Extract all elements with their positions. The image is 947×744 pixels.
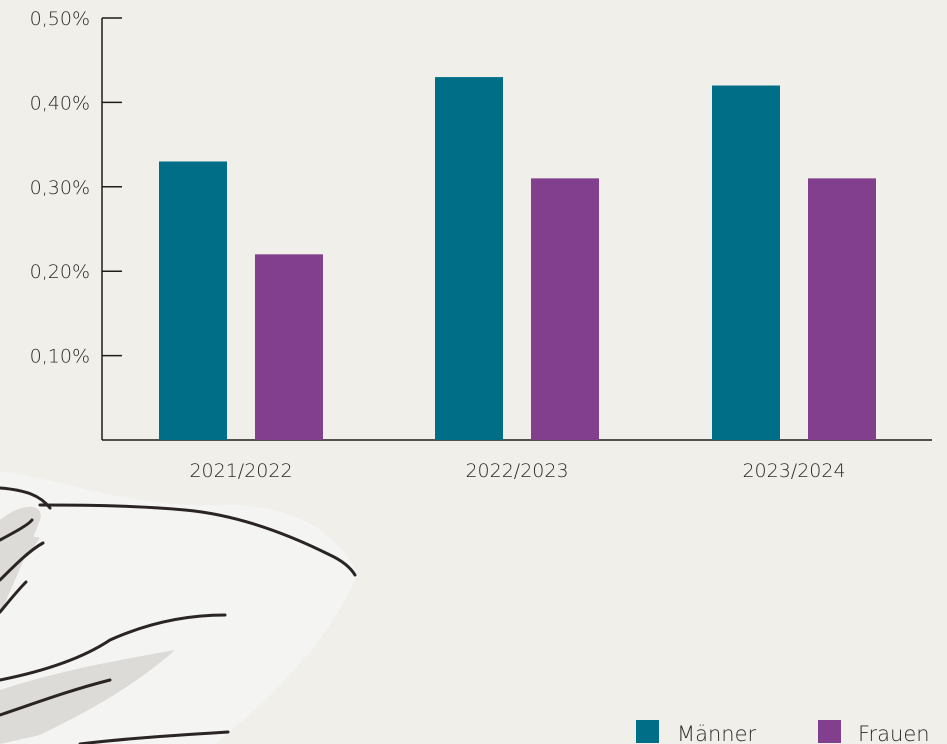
bar-frauen-2022-2023 — [531, 178, 599, 441]
bar-frauen-2023-2024 — [808, 178, 876, 441]
x-category-label: 2021/2022 — [189, 460, 292, 482]
bar-maenner-2023-2024 — [712, 85, 780, 441]
bar-maenner-2022-2023 — [435, 77, 503, 440]
hand-drawing-icon — [0, 471, 357, 744]
legend-swatch-frauen — [818, 720, 841, 743]
legend: Männer Frauen — [636, 720, 930, 744]
x-axis-labels: 2021/2022 2022/2023 2023/2024 — [189, 460, 845, 482]
y-tick-label: 0,10% — [30, 346, 90, 368]
bars — [159, 77, 876, 441]
y-tick-label: 0,20% — [30, 261, 90, 283]
legend-label-maenner: Männer — [677, 722, 757, 744]
bar-maenner-2021-2022 — [159, 161, 227, 441]
y-tick-label: 0,30% — [30, 177, 90, 199]
x-category-label: 2022/2023 — [465, 460, 568, 482]
y-axis-ticks: 0,10% 0,20% 0,30% 0,40% 0,50% — [30, 8, 122, 368]
bar-frauen-2021-2022 — [255, 254, 323, 440]
y-tick-label: 0,40% — [30, 92, 90, 114]
legend-swatch-maenner — [636, 720, 659, 743]
x-category-label: 2023/2024 — [742, 460, 845, 482]
legend-label-frauen: Frauen — [858, 722, 930, 744]
y-tick-label: 0,50% — [30, 8, 90, 30]
chart-axes — [101, 18, 932, 441]
